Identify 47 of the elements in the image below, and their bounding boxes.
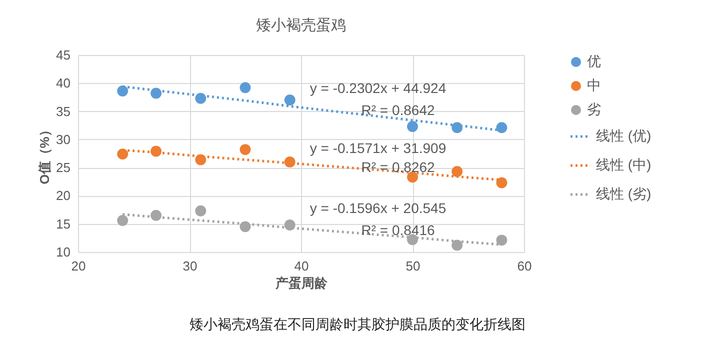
x-tick-label: 50 — [406, 258, 420, 274]
point — [240, 144, 251, 156]
legend-label: 线性 (劣) — [596, 186, 652, 202]
y-tick-label: 30 — [56, 132, 70, 147]
y-tick-label: 10 — [56, 244, 70, 260]
annotation: R² = 0.8416 — [361, 222, 435, 238]
y-tick-label: 45 — [56, 48, 70, 62]
x-tick-label: 60 — [517, 258, 532, 274]
point — [452, 240, 463, 251]
annotation: y = -0.1571x + 31.909 — [310, 140, 446, 156]
legend-label: 线性 (优) — [596, 128, 652, 144]
y-tick-label: 20 — [56, 188, 70, 204]
x-axis-title: 产蛋周龄 — [274, 276, 328, 290]
point — [117, 215, 128, 226]
legend-label: 优 — [587, 53, 601, 69]
point — [117, 148, 128, 160]
point — [195, 92, 206, 104]
point — [496, 122, 508, 134]
annotation: R² = 0.8642 — [361, 102, 435, 118]
y-tick-label: 35 — [56, 104, 70, 119]
point — [496, 177, 508, 188]
legend-label: 劣 — [587, 101, 601, 117]
point — [195, 205, 206, 216]
point — [284, 94, 296, 106]
y-tick-label: 25 — [56, 160, 70, 176]
text: 矮小褐壳鸡蛋在不同周龄时其胶护膜品质的变化折线图 — [188, 316, 526, 334]
point — [240, 82, 251, 94]
point — [407, 121, 418, 132]
point — [496, 234, 508, 246]
annotation: R² = 0.8262 — [361, 159, 435, 175]
y-tick-label: 15 — [56, 216, 70, 232]
annotation: y = -0.2302x + 44.924 — [310, 80, 446, 96]
point — [452, 122, 463, 134]
chart-title: 矮小褐壳蛋鸡 — [256, 17, 346, 34]
y-axis-title: O值（%） — [37, 124, 52, 184]
x-tick-label: 30 — [182, 258, 198, 274]
x-tick-label: 40 — [294, 258, 309, 274]
point — [117, 86, 128, 96]
y-tick-label: 40 — [56, 76, 70, 91]
x-tick-label: 20 — [71, 258, 86, 274]
point — [284, 220, 296, 230]
point — [407, 172, 418, 183]
point — [150, 210, 162, 221]
legend-label: 线性 (中) — [596, 156, 652, 172]
legend-label: 中 — [587, 77, 601, 93]
point — [452, 166, 463, 177]
annotation: y = -0.1596x + 20.545 — [310, 200, 446, 216]
